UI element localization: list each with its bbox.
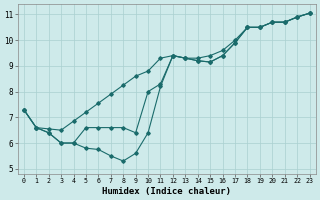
X-axis label: Humidex (Indice chaleur): Humidex (Indice chaleur) — [102, 187, 231, 196]
